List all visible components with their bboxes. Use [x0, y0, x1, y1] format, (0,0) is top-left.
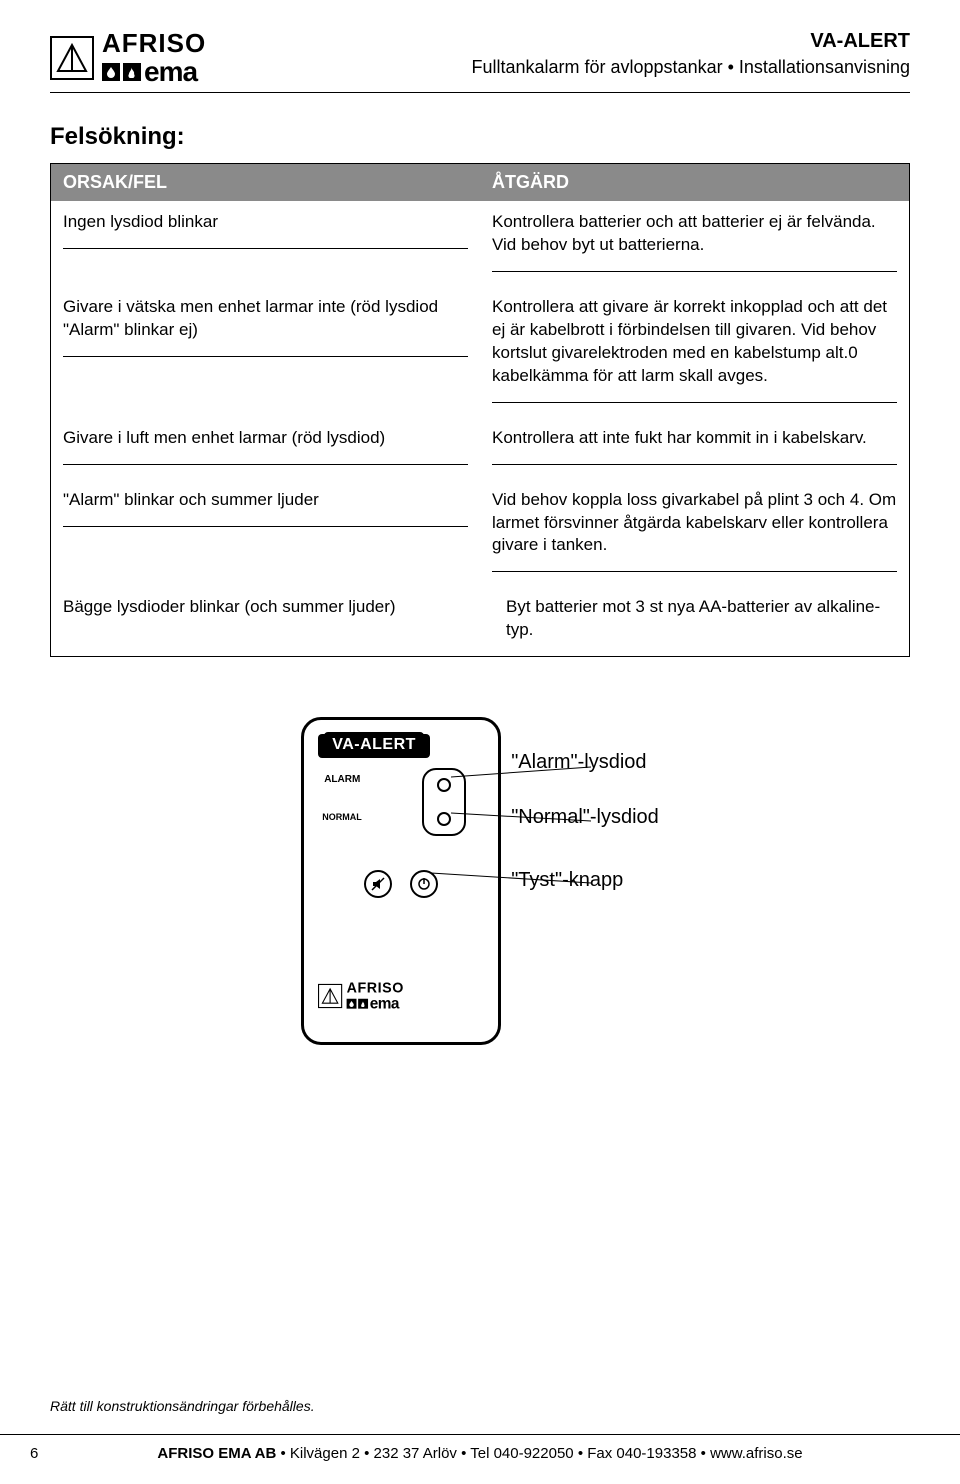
- page-footer: AFRISO EMA AB • Kilvägen 2 • 232 37 Arlö…: [0, 1434, 960, 1462]
- cause-cell: Givare i vätska men enhet larmar inte (r…: [63, 296, 468, 357]
- footer-company: AFRISO EMA AB: [157, 1445, 276, 1462]
- logo-drop-icon: [102, 63, 120, 81]
- cause-cell: Givare i luft men enhet larmar (röd lysd…: [63, 427, 468, 465]
- device-mini-logo: AFRISO ema: [318, 981, 409, 1012]
- cause-cell: "Alarm" blinkar och summer ljuder: [63, 489, 468, 527]
- callout-alarm-led: "Alarm"-lysdiod: [511, 751, 659, 774]
- device-title: VA-ALERT: [324, 732, 424, 757]
- cause-cell: Ingen lysdiod blinkar: [63, 211, 468, 249]
- table-header-row: ORSAK/FEL ÅTGÄRD: [51, 164, 910, 202]
- logo-triangle-icon: [50, 36, 94, 80]
- callout-mute-button: "Tyst"-knapp: [511, 869, 659, 892]
- action-cell: Kontrollera att givare är korrekt inkopp…: [492, 296, 897, 403]
- table-row: Ingen lysdiod blinkar Kontrollera batter…: [51, 201, 910, 286]
- table-head-cause: ORSAK/FEL: [51, 164, 481, 202]
- brand-afriso-text: AFRISO: [347, 981, 404, 995]
- logo-triangle-icon: [318, 984, 342, 1008]
- action-cell: Byt batterier mot 3 st nya AA-batterier …: [492, 596, 897, 642]
- troubleshooting-table: ORSAK/FEL ÅTGÄRD Ingen lysdiod blinkar K…: [50, 163, 910, 657]
- cause-cell: Bägge lysdioder blinkar (och summer ljud…: [63, 596, 468, 619]
- mute-button-icon: [364, 870, 392, 898]
- table-head-action: ÅTGÄRD: [480, 164, 910, 202]
- table-row: Givare i luft men enhet larmar (röd lysd…: [51, 417, 910, 479]
- device-diagram: VA-ALERT ALARM NORMAL: [50, 717, 910, 1045]
- action-cell: Vid behov koppla loss givarkabel på plin…: [492, 489, 897, 573]
- brand-afriso-text: AFRISO: [102, 30, 206, 56]
- brand-ema-text: ema: [370, 996, 399, 1011]
- action-cell: Kontrollera att inte fukt har kommit in …: [492, 427, 897, 465]
- callout-normal-led: "Normal"-lysdiod: [511, 806, 659, 829]
- device-normal-label: NORMAL: [322, 812, 362, 822]
- logo-flame-icon: [123, 63, 141, 81]
- footer-contact: • Kilvägen 2 • 232 37 Arlöv • Tel 040-92…: [276, 1445, 802, 1462]
- brand-logo: AFRISO ema: [50, 30, 206, 86]
- table-row: Givare i vätska men enhet larmar inte (r…: [51, 286, 910, 417]
- page-header: AFRISO ema VA-ALERT Fulltankalarm för av…: [50, 30, 910, 93]
- section-title: Felsökning:: [50, 123, 910, 151]
- device-alarm-label: ALARM: [324, 774, 360, 785]
- alarm-led-icon: [437, 778, 451, 792]
- brand-ema-text: ema: [144, 58, 197, 86]
- action-cell: Kontrollera batterier och att batterier …: [492, 211, 897, 272]
- normal-led-icon: [437, 812, 451, 826]
- power-button-icon: [410, 870, 438, 898]
- header-title: VA-ALERT: [471, 30, 910, 53]
- table-row: "Alarm" blinkar och summer ljuder Vid be…: [51, 479, 910, 587]
- table-row: Bägge lysdioder blinkar (och summer ljud…: [51, 586, 910, 656]
- callout-leader-lines: [451, 765, 631, 925]
- logo-drop-icon: [347, 999, 357, 1009]
- footnote: Rätt till konstruktionsändringar förbehå…: [50, 1398, 315, 1414]
- header-subtitle: Fulltankalarm för avloppstankar • Instal…: [471, 57, 910, 78]
- logo-flame-icon: [358, 999, 368, 1009]
